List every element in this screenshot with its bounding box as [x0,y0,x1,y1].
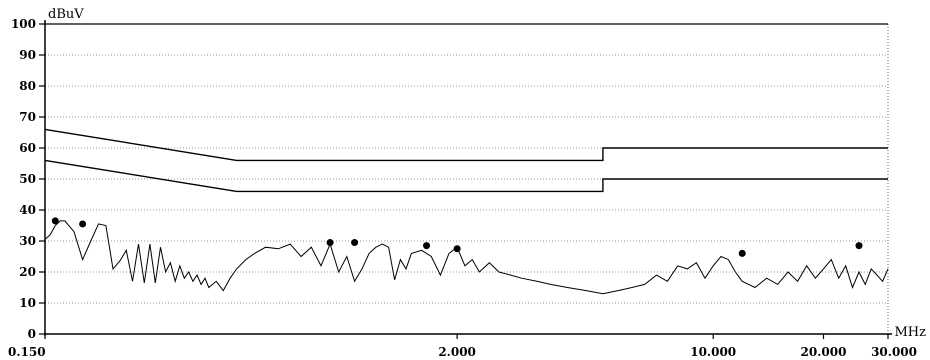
y-tick-label: 90 [19,48,36,62]
y-tick-label: 0 [28,327,36,341]
measured-trace [44,220,889,295]
x-tick-label: 2.000 [438,345,476,359]
x-tick-label: 20.000 [801,345,847,359]
y-tick-label: 20 [19,265,36,279]
limit-upper-line [44,128,888,162]
tick-labels: 0 10 20 30 40 50 60 70 80 90 100 0.150 2.000 10.000 20… [8,7,926,359]
peak-marker [855,242,863,250]
y-tick-label: 10 [19,296,36,310]
y-unit-label: dBuV [48,7,84,22]
limit-lower-line [44,159,888,193]
y-tick-label: 40 [19,203,36,217]
y-tick-label: 50 [19,172,36,186]
y-tick-label: 70 [19,110,36,124]
peak-marker [79,220,87,228]
peak-markers [51,217,863,257]
measurement-trace [44,220,889,295]
peak-marker [51,217,59,225]
limit-lines [44,128,888,193]
axes [39,20,892,339]
peak-marker [326,239,334,247]
x-tick-label: 10.000 [690,345,736,359]
y-tick-label: 100 [11,17,36,31]
x-unit-label: MHz [895,325,927,340]
y-tick-label: 80 [19,79,36,93]
peak-marker [738,249,746,257]
y-tick-label: 60 [19,141,36,155]
x-tick-label: 0.150 [8,345,46,359]
x-tick-label: 30.000 [871,345,917,359]
y-tick-label: 30 [19,234,36,248]
peak-marker [453,245,461,253]
peak-marker [423,242,431,250]
peak-marker [351,239,359,247]
